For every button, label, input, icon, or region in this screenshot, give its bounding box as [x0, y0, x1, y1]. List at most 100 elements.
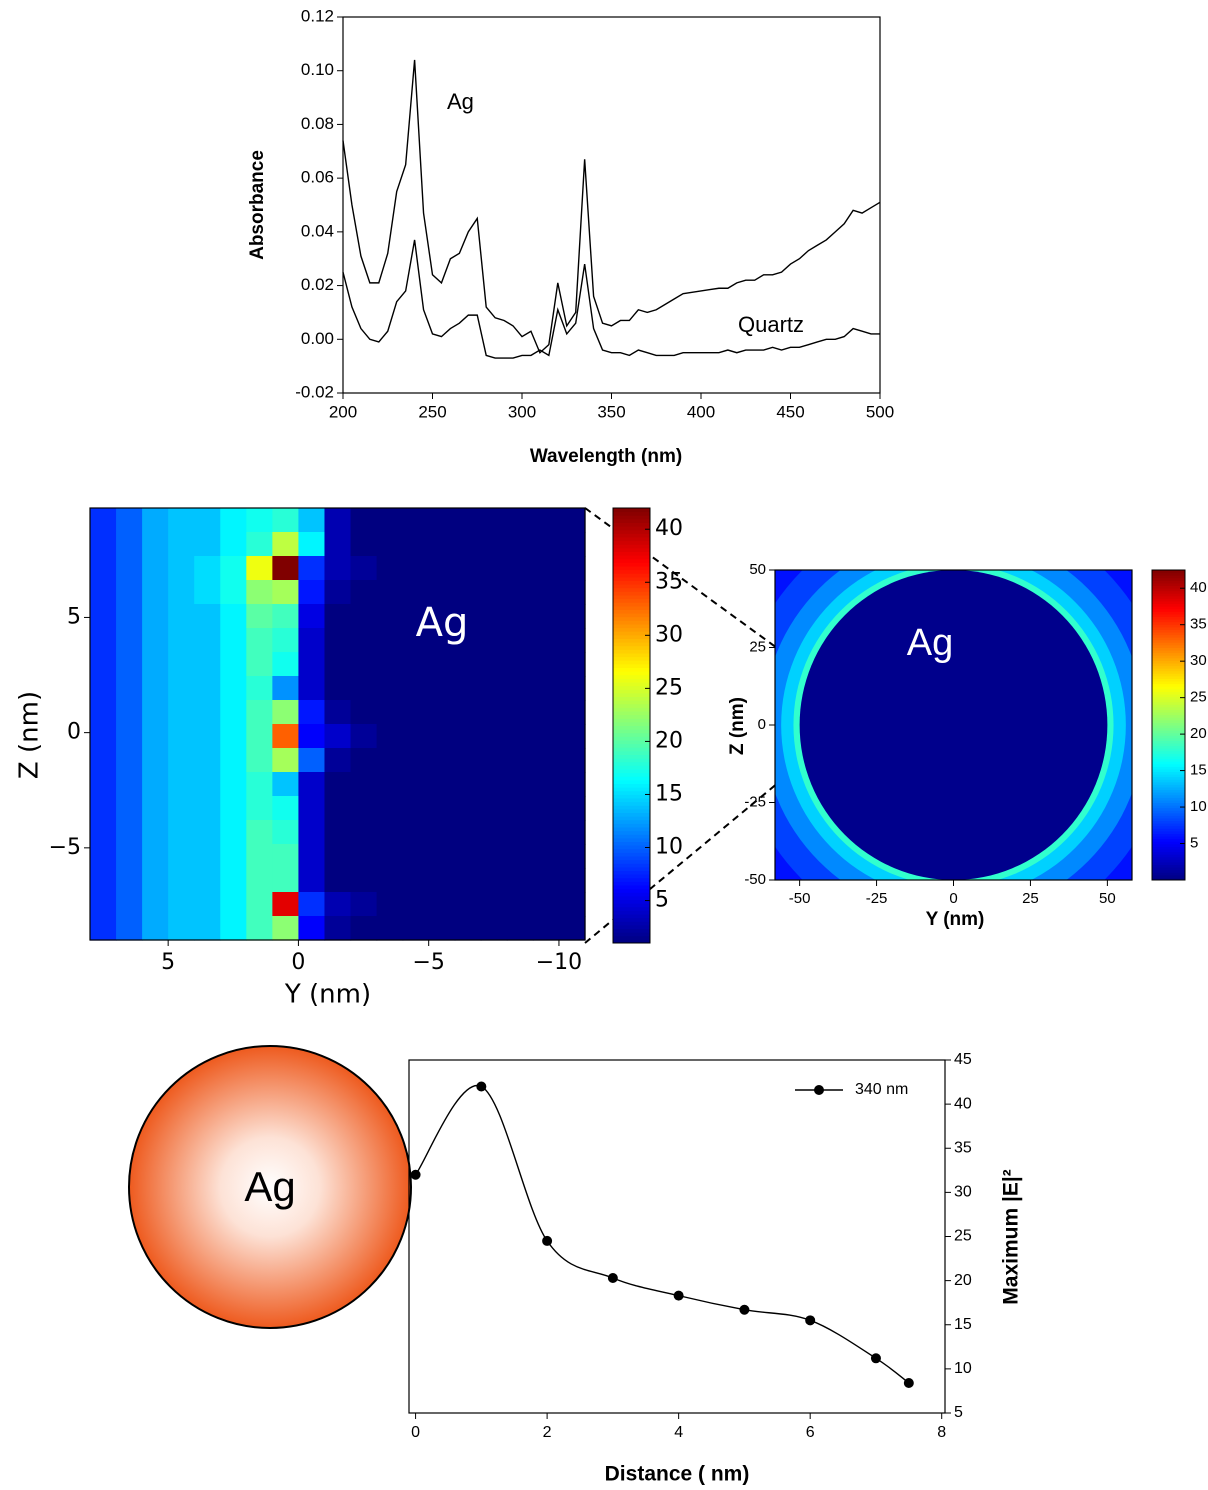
heat-cell	[142, 868, 169, 893]
heat-cell	[428, 532, 456, 557]
annotation: Ag	[907, 622, 953, 664]
heat-cell	[116, 628, 143, 653]
heat-cell	[454, 820, 482, 845]
heat-cell	[90, 772, 117, 797]
heat-cell	[532, 676, 560, 701]
colorbar-step	[1152, 825, 1185, 829]
colorbar-step	[1152, 701, 1185, 705]
colorbar-step	[613, 827, 650, 832]
heat-cell	[272, 532, 300, 557]
y-tick-label: -0.02	[295, 382, 334, 401]
colorbar-step	[613, 721, 650, 726]
colorbar-step	[613, 616, 650, 621]
colorbar-step	[613, 682, 650, 687]
heat-cell	[246, 844, 273, 869]
heat-cell	[480, 892, 508, 917]
colorbar-step	[613, 562, 650, 567]
colorbar-step	[1152, 644, 1185, 648]
colorbar-step	[1152, 712, 1185, 716]
heat-cell	[116, 556, 143, 581]
heat-cell	[428, 796, 456, 821]
colorbar-step	[613, 906, 650, 911]
heat-cell	[324, 508, 352, 533]
heat-cell	[168, 580, 195, 605]
heat-cell	[324, 652, 352, 677]
colorbar-step	[613, 660, 650, 665]
colorbar-step	[1152, 593, 1185, 597]
y-tick-label: 0.08	[301, 114, 334, 133]
colorbar-step	[613, 547, 650, 552]
x-tick-label: 400	[687, 403, 715, 422]
colorbar-label: 25	[1190, 689, 1207, 706]
heat-cell	[272, 652, 300, 677]
colorbar-step	[1152, 634, 1185, 638]
heat-cell	[376, 628, 404, 653]
heat-cell	[116, 748, 143, 773]
heat-cell	[116, 652, 143, 677]
colorbar-step	[613, 584, 650, 589]
heat-cell	[116, 700, 143, 725]
y-tick-label: 0.10	[301, 60, 334, 79]
heat-cell	[142, 724, 169, 749]
heat-cell	[532, 628, 560, 653]
x-tick-label: 350	[597, 403, 625, 422]
colorbar-step	[613, 834, 650, 839]
colorbar-step	[1152, 774, 1185, 778]
colorbar-step	[1152, 686, 1185, 690]
heat-cell	[246, 652, 273, 677]
colorbar-step	[1152, 590, 1185, 594]
heat-cell	[506, 652, 534, 677]
colorbar-step	[1152, 745, 1185, 749]
heat-cell	[454, 556, 482, 581]
colorbar-step	[613, 914, 650, 919]
heat-cell	[90, 892, 117, 917]
heat-cell	[90, 700, 117, 725]
heat-cell	[506, 700, 534, 725]
heat-cell	[454, 652, 482, 677]
heat-cell	[272, 628, 300, 653]
colorbar-step	[613, 598, 650, 603]
y-tick-label: 45	[954, 1051, 972, 1068]
heat-cell	[402, 796, 430, 821]
heat-cell	[428, 844, 456, 869]
heat-cell	[402, 628, 430, 653]
heat-cell	[532, 652, 560, 677]
heat-cell	[376, 820, 404, 845]
colorbar-step	[1152, 572, 1185, 576]
colorbar-step	[613, 613, 650, 618]
chart-panel: 340 nm 0 2 4 6 85 10 15 20 25 30 35 40 45 Distance ( n…	[244, 1051, 1022, 1485]
x-tick-label: 0	[411, 1424, 420, 1441]
colorbar-step	[613, 711, 650, 716]
ag-sphere	[128, 1045, 412, 1329]
heat-cell	[220, 676, 247, 701]
heat-cell	[506, 580, 534, 605]
data-point	[607, 1272, 618, 1283]
heat-cell	[402, 772, 430, 797]
colorbar-step	[1152, 717, 1185, 721]
colorbar-step	[613, 801, 650, 806]
heat-cell	[272, 868, 300, 893]
colorbar-step	[1152, 632, 1185, 636]
heat-cell	[142, 796, 169, 821]
legend-label: 340 nm	[855, 1081, 908, 1098]
chart-panel: -50 -25 0 25 50 -50 -25 0 25 50 Y (nm) Z (nm) Ag 5 10 1…	[727, 561, 1207, 930]
colorbar-step	[613, 591, 650, 596]
plot-frame	[408, 1059, 946, 1414]
colorbar-step	[1152, 704, 1185, 708]
heat-cell	[506, 556, 534, 581]
heat-cell	[428, 868, 456, 893]
colorbar-step	[613, 769, 650, 774]
heat-cell	[194, 652, 221, 677]
heat-cell	[402, 892, 430, 917]
heat-cell	[194, 748, 221, 773]
heat-cell	[298, 916, 326, 941]
heat-cell	[558, 916, 586, 941]
heat-cell	[454, 796, 482, 821]
heat-cell	[324, 820, 352, 845]
heat-cell	[194, 892, 221, 917]
colorbar-step	[613, 573, 650, 578]
heat-cell	[142, 700, 169, 725]
colorbar-step	[613, 743, 650, 748]
heat-cell	[298, 724, 326, 749]
heat-cell	[350, 700, 378, 725]
